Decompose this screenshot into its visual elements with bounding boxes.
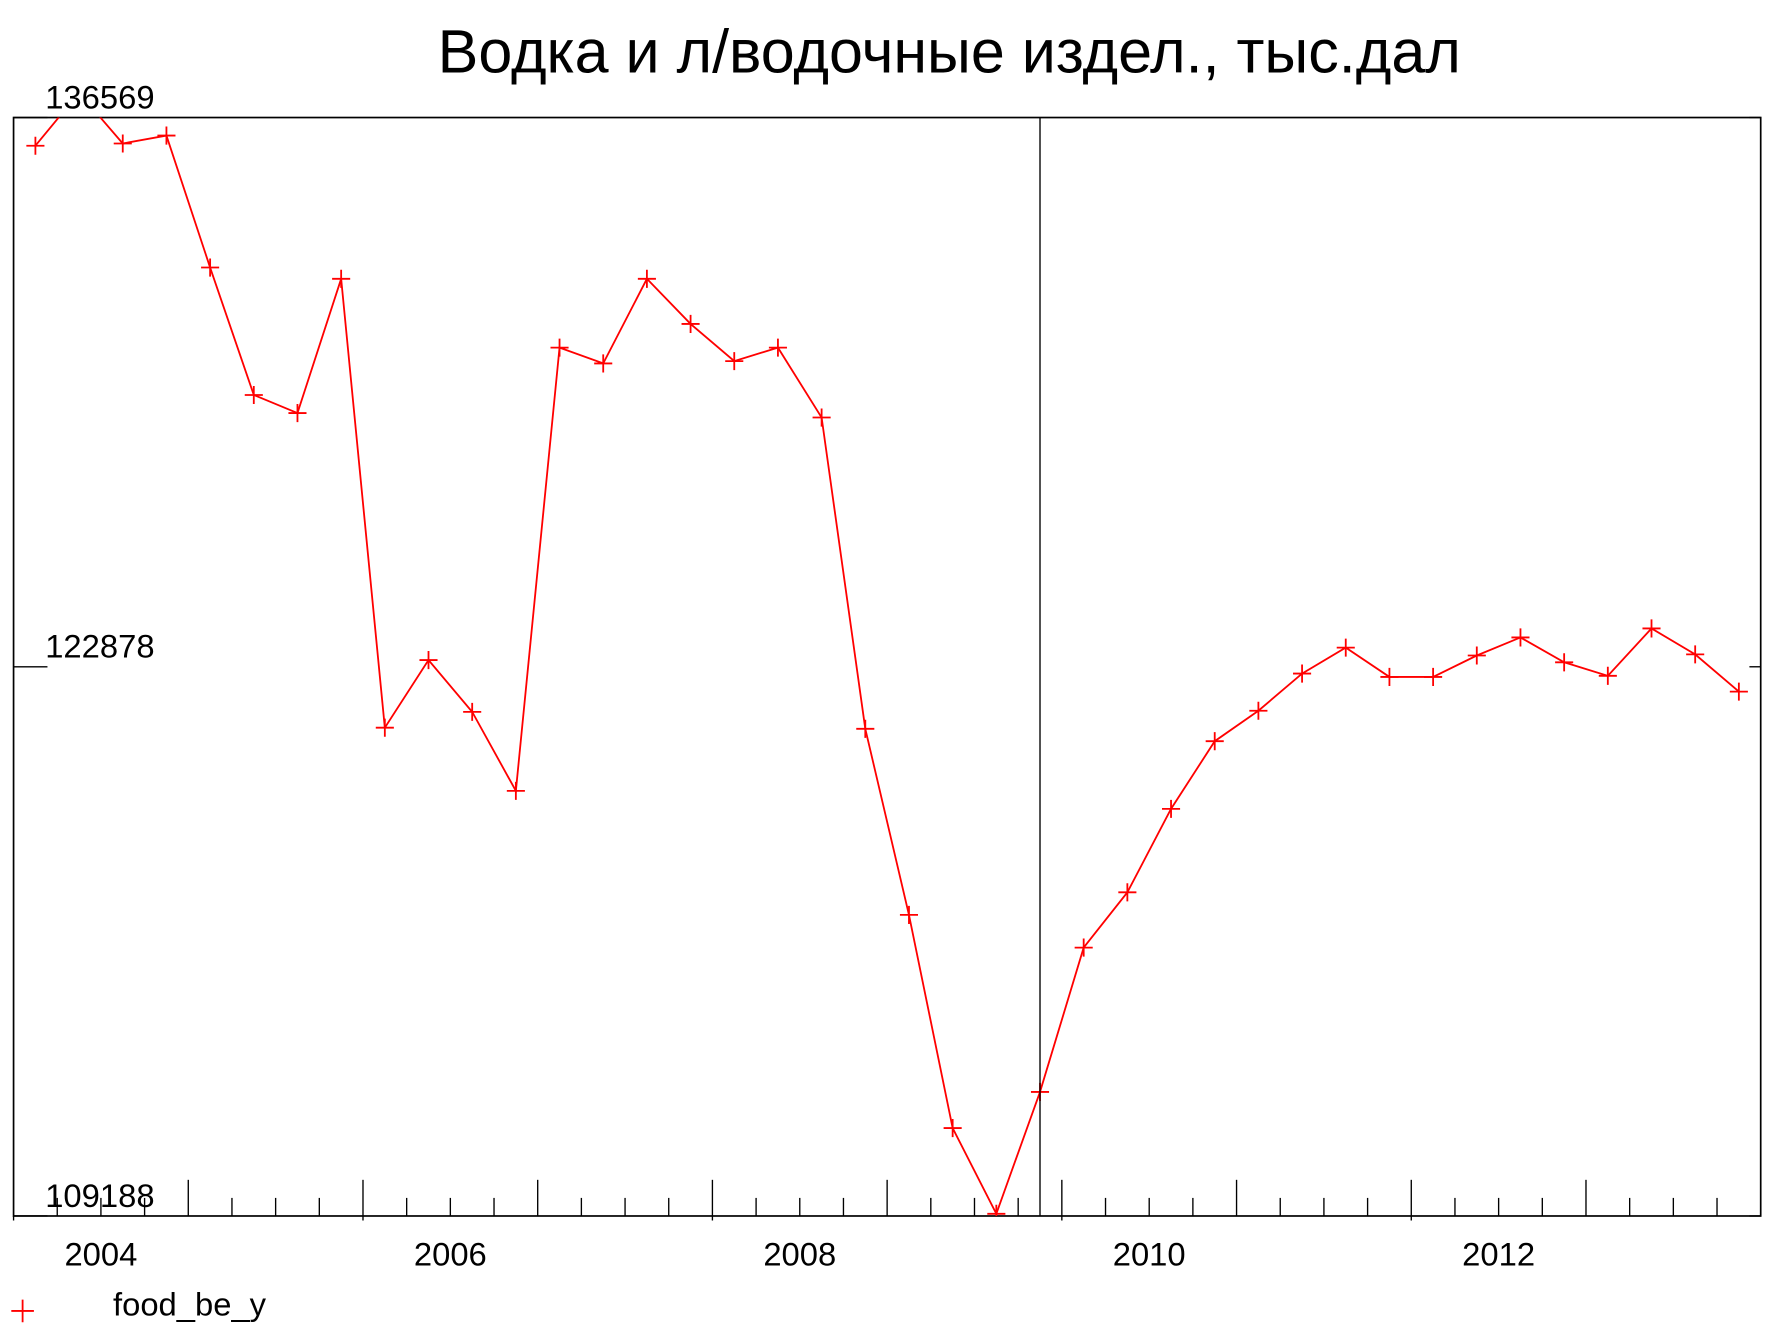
x-tick-label: 2010	[1113, 1236, 1186, 1273]
point-marker	[987, 1204, 1006, 1216]
point-marker	[899, 905, 919, 924]
point-marker	[1161, 799, 1181, 818]
point-marker	[550, 338, 569, 357]
point-marker	[506, 781, 525, 800]
point-marker	[1424, 667, 1443, 686]
point-marker	[594, 354, 613, 373]
point-marker	[768, 338, 787, 357]
point-marker	[288, 403, 307, 423]
point-marker	[463, 702, 482, 721]
point-marker	[1380, 667, 1399, 686]
point-marker	[943, 1119, 962, 1138]
point-marker	[1555, 653, 1574, 672]
point-marker	[1642, 619, 1661, 638]
x-tick-label: 2004	[64, 1236, 137, 1273]
point-marker	[244, 385, 263, 405]
point-marker	[1511, 628, 1530, 647]
series-line	[34, 117, 1740, 1216]
x-tick-label: 2008	[763, 1236, 836, 1273]
point-marker	[1729, 682, 1748, 701]
point-marker	[1205, 732, 1224, 751]
legend-label: food_be_y	[113, 1285, 267, 1322]
point-marker	[1249, 701, 1268, 720]
y-tick-label: 109188	[45, 1177, 154, 1214]
plot-area	[26, 117, 1748, 1216]
point-marker	[113, 134, 132, 153]
point-marker	[157, 126, 176, 145]
y-tick-label: 122878	[45, 628, 154, 665]
point-marker	[26, 136, 45, 155]
plot-frame	[12, 116, 1762, 1217]
point-marker	[1118, 883, 1137, 902]
point-marker	[1598, 666, 1617, 685]
point-marker	[1336, 638, 1355, 657]
point-marker	[1293, 664, 1312, 683]
x-tick-label: 2012	[1462, 1236, 1535, 1273]
point-marker	[856, 719, 875, 738]
point-marker	[725, 352, 744, 371]
point-marker	[375, 718, 394, 737]
point-marker	[1686, 645, 1705, 664]
point-marker	[332, 269, 351, 288]
point-marker	[1074, 938, 1093, 957]
point-marker	[1467, 646, 1486, 665]
point-marker	[812, 408, 831, 427]
point-marker	[419, 650, 438, 670]
chart-title: Водка и л/водочные издел., тыс.дал	[438, 17, 1461, 85]
legend-marker	[11, 1299, 34, 1323]
point-marker	[201, 258, 220, 277]
point-marker	[681, 314, 700, 333]
x-tick-label: 2006	[414, 1236, 487, 1273]
point-marker	[637, 269, 656, 288]
y-tick-label: 136569	[45, 78, 154, 115]
